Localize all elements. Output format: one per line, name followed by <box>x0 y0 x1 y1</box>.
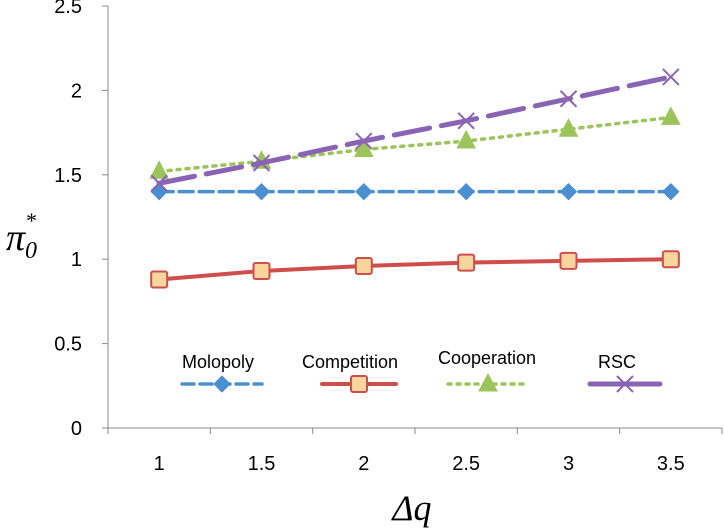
data-point-rsc <box>355 132 373 150</box>
data-point-rsc-stroke <box>355 132 373 150</box>
data-point-rsc-stroke <box>150 174 168 192</box>
x-tick-label: 2.5 <box>452 453 480 475</box>
y-tick-label: 1.5 <box>54 165 82 187</box>
series-lines <box>149 68 681 289</box>
series-cooperation <box>149 106 681 179</box>
y-axis-title-symbol: π <box>6 217 26 259</box>
data-point-cooperation <box>558 118 579 137</box>
data-point-molopoly <box>662 182 680 201</box>
data-point-cooperation <box>456 129 476 149</box>
data-point-competition <box>661 250 680 269</box>
x-tick-label: 3.5 <box>657 453 685 475</box>
y-axis-title-superscript: * <box>25 208 36 233</box>
data-point-rsc-stroke <box>662 68 680 86</box>
series-line-rsc <box>156 74 674 186</box>
legend-item-cooperation: Cooperation <box>438 348 536 392</box>
data-point-competition <box>354 256 373 275</box>
x-tick-label: 1 <box>154 453 165 475</box>
series-rsc <box>150 68 680 192</box>
data-point-cooperation <box>354 138 374 157</box>
data-point-rsc <box>559 90 578 108</box>
data-point-rsc <box>150 174 168 192</box>
series-molopoly <box>150 182 680 201</box>
y-tick-label: 0.5 <box>54 334 82 356</box>
series-competition <box>150 250 680 289</box>
data-point-molopoly <box>355 182 373 201</box>
data-point-cooperation <box>661 106 681 125</box>
data-point-cooperation <box>149 160 169 179</box>
data-point-molopoly <box>457 182 475 201</box>
legend-item-molopoly: Molopoly <box>180 352 264 393</box>
data-point-rsc <box>252 154 271 172</box>
data-point-competition <box>559 251 578 270</box>
series-line-cooperation <box>157 115 673 174</box>
y-tick-label: 1 <box>71 249 82 271</box>
legend-marker-rsc <box>616 375 634 393</box>
y-axis-title: π0 * <box>6 208 37 264</box>
legend-marker-molopoly <box>213 375 231 393</box>
legend-marker-cooperation <box>478 372 498 392</box>
legend: Molopoly Competition Cooperation RSC <box>180 348 663 393</box>
x-axis-title: Δq <box>390 488 431 528</box>
series-line-competition <box>157 257 673 282</box>
y-tick-label: 2 <box>71 80 82 102</box>
data-point-competition <box>252 262 271 281</box>
legend-marker-rsc-stroke <box>616 375 634 393</box>
legend-marker-competition <box>350 375 368 393</box>
data-point-competition <box>150 270 169 289</box>
data-point-rsc-stroke <box>252 154 271 172</box>
y-axis-title-subscript: 0 <box>25 238 37 264</box>
data-point-rsc-stroke <box>457 112 475 130</box>
axes: 0 0.5 1 1.5 2 2.5 1 1.5 2 2.5 3 3.5 <box>54 0 723 475</box>
data-point-competition <box>457 253 476 272</box>
axis-labels: π0*Δq <box>6 208 432 528</box>
legend-label-cooperation: Cooperation <box>438 348 536 368</box>
data-point-rsc-stroke <box>559 90 578 108</box>
data-point-molopoly <box>252 182 271 201</box>
legend-label-rsc: RSC <box>598 352 636 372</box>
x-tick-label: 2 <box>358 453 369 475</box>
x-tick-label: 3 <box>563 453 574 475</box>
data-point-rsc <box>457 112 475 130</box>
data-point-molopoly <box>150 182 168 201</box>
legend-label-molopoly: Molopoly <box>182 352 254 372</box>
y-tick-label: 0 <box>71 418 82 440</box>
legend-item-rsc: RSC <box>587 352 663 393</box>
legend-item-competition: Competition <box>302 352 398 393</box>
data-point-rsc <box>662 68 680 86</box>
legend-label-competition: Competition <box>302 352 398 372</box>
y-tick-label: 2.5 <box>54 0 82 18</box>
data-point-molopoly <box>559 182 578 201</box>
x-tick-label: 1.5 <box>248 453 276 475</box>
